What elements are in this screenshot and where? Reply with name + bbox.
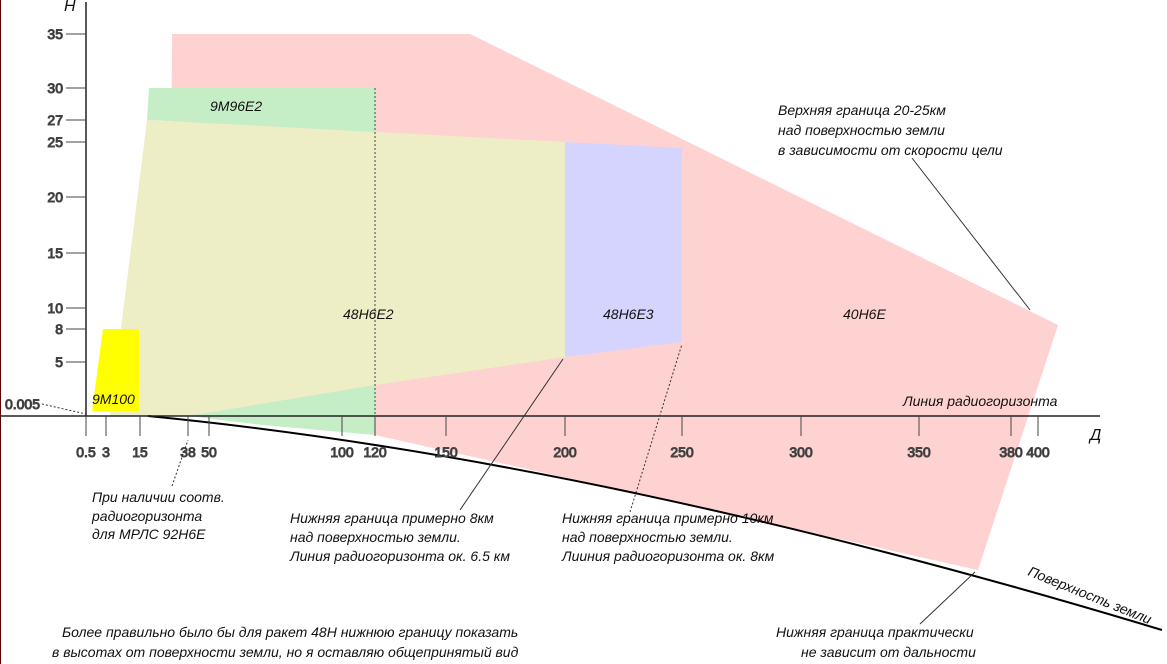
footnote-line-2: в высотах от поверхности земли, но я ост… (52, 644, 519, 660)
zone-9m96e2 (147, 88, 375, 132)
y-axis-title: H (64, 0, 76, 15)
upper-bound-line-1: Верхняя граница 20-25км (778, 102, 946, 118)
y-tick-label: 30 (47, 80, 63, 96)
lower-8km-line-1: Нижняя граница примерно 8км (290, 510, 494, 526)
y-axis-ticks: 35 30 27 25 20 15 10 8 5 0.005 (4, 26, 86, 413)
lower-10km-leader (629, 343, 683, 513)
y-tick-label: 27 (47, 112, 63, 128)
y-tick-label: 25 (47, 134, 63, 150)
y-tick-label: 15 (47, 245, 63, 261)
y-tick-label: 10 (47, 300, 63, 316)
mrls-note-line-3: для МРЛС 92Н6Е (92, 526, 206, 542)
zone-9m100 (92, 329, 139, 411)
x-axis-ticks: 0.5 3 15 38 50 100 120 150 200 250 300 350 380 400 (76, 416, 1050, 461)
lower-independent-line-2: не зависит от дальности (801, 644, 976, 660)
lower-8km-line-3: Линия радиогоризонта ок. 6.5 км (289, 548, 510, 564)
radio-horizon-0005-leader (41, 403, 87, 415)
x-axis-title: Д (1088, 427, 1101, 444)
page-border (0, 0, 1, 664)
y-tick-label: 8 (55, 321, 63, 337)
x-tick-label: 15 (132, 444, 148, 460)
upper-bound-leader (911, 157, 1031, 311)
zone-label-40n6e: 40Н6Е (843, 306, 886, 322)
y-tick-label: 0.005 (5, 396, 40, 412)
footnote-line-1: Более правильно было бы для ракет 48Н ни… (62, 624, 518, 640)
x-tick-label: 100 (330, 444, 354, 460)
x-tick-label: 38 (180, 444, 196, 460)
lower-8km-line-2: над поверхностью земли. (290, 529, 461, 545)
x-tick-label: 120 (363, 444, 387, 460)
zone-9m96e2-lower (188, 385, 375, 435)
x-tick-label: 0.5 (76, 444, 96, 460)
mrls-note-line-1: При наличии соотв. (92, 489, 225, 505)
zone-label-48n6e2: 48Н6Е2 (343, 306, 394, 322)
zone-label-48n6e3: 48Н6Е3 (603, 306, 654, 322)
zone-label-9m100: 9М100 (92, 391, 135, 407)
zone-48n6e2 (110, 120, 565, 416)
zone-label-9m96e2: 9М96Е2 (210, 98, 262, 114)
x-tick-label: 380 (999, 444, 1023, 460)
lower-10km-line-1: Нижняя граница примерно 10км (562, 510, 774, 526)
x-tick-label: 50 (201, 444, 217, 460)
x-tick-label: 3 (102, 444, 110, 460)
mrls-note-line-2: радиогоризонта (91, 508, 202, 524)
mrls-note-leader (171, 439, 189, 487)
lower-independent-line-1: Нижняя граница практически (776, 624, 974, 640)
lower-10km-line-3: Лииния радиогоризонта ок. 8км (561, 548, 775, 564)
y-tick-label: 20 (47, 189, 63, 205)
x-tick-label: 400 (1026, 444, 1050, 460)
x-tick-label: 150 (434, 444, 458, 460)
upper-bound-line-2: над поверхностью земли (778, 122, 945, 138)
y-tick-label: 35 (47, 26, 63, 42)
earth-surface-curve (147, 415, 1163, 631)
x-tick-label: 350 (907, 444, 931, 460)
lower-10km-line-2: над поверхностью земли. (562, 529, 733, 545)
x-tick-label: 200 (553, 444, 577, 460)
lower-independent-leader (919, 571, 976, 625)
upper-bound-line-3: в зависимости от скорости цели (778, 142, 1003, 158)
x-tick-label: 250 (670, 444, 694, 460)
radio-horizon-label: Линия радиогоризонта (902, 393, 1058, 409)
zone-48n6e3 (565, 142, 682, 357)
x-tick-label: 300 (789, 444, 813, 460)
lower-8km-leader (459, 358, 564, 511)
y-tick-label: 5 (55, 354, 63, 370)
